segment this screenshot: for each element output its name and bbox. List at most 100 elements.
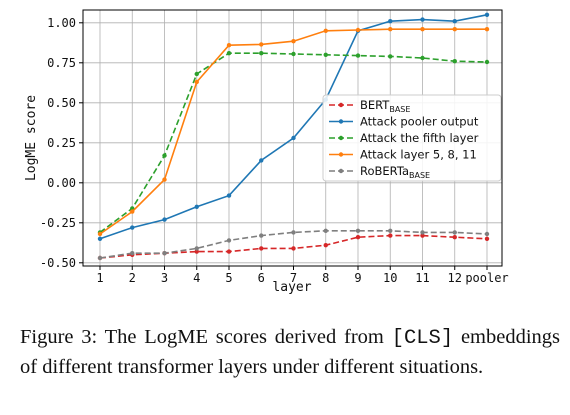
legend-marker xyxy=(338,168,344,174)
data-point xyxy=(291,230,296,235)
figure-caption: Figure 3: The LogME scores derived from … xyxy=(20,323,560,381)
data-point xyxy=(484,59,490,65)
y-tick-label: 0.25 xyxy=(47,136,76,150)
x-tick-label: 8 xyxy=(322,271,329,285)
data-point xyxy=(355,228,361,233)
legend-item: Attack the fifth layer xyxy=(329,131,479,145)
data-point xyxy=(162,217,167,222)
series-2 xyxy=(97,12,490,241)
legend-item: Attack pooler output xyxy=(329,115,479,129)
x-tick-label: 10 xyxy=(383,271,397,285)
data-point xyxy=(355,53,361,58)
data-point xyxy=(259,158,264,163)
legend-label: Attack layer 5, 8, 11 xyxy=(360,148,477,162)
plot-frame xyxy=(82,9,503,267)
data-point xyxy=(194,204,199,209)
data-point xyxy=(388,27,393,32)
data-point xyxy=(194,71,199,77)
data-point xyxy=(291,39,296,44)
caption-code: [CLS] xyxy=(391,327,454,350)
data-point xyxy=(388,19,393,24)
data-point xyxy=(226,51,232,56)
data-point xyxy=(452,235,457,240)
data-point xyxy=(259,42,264,47)
data-point xyxy=(452,59,457,64)
x-tick-label: 4 xyxy=(193,271,200,285)
y-tick-label: -0.50 xyxy=(40,256,76,270)
data-point xyxy=(194,249,199,254)
data-point xyxy=(388,228,393,233)
x-tick-label: 12 xyxy=(448,271,462,285)
data-point xyxy=(162,251,167,256)
legend-item: BERTBASE xyxy=(329,98,410,114)
legend-marker xyxy=(338,119,344,124)
series-3 xyxy=(97,51,490,235)
legend-label: RoBERTaBASE xyxy=(360,164,430,180)
legend-marker xyxy=(338,102,344,108)
data-point xyxy=(259,246,264,251)
legend-box xyxy=(322,94,502,182)
data-point xyxy=(420,230,425,235)
x-tick-label: 2 xyxy=(129,271,136,285)
x-tick-label: 11 xyxy=(415,271,429,285)
x-tick-label: 9 xyxy=(354,271,361,285)
data-point xyxy=(484,12,490,17)
data-point xyxy=(226,238,232,243)
data-point xyxy=(130,225,135,230)
data-point xyxy=(226,249,232,254)
legend-marker xyxy=(338,152,344,157)
legend-label: Attack pooler output xyxy=(360,115,479,129)
series-lines xyxy=(97,12,490,261)
data-point xyxy=(259,51,264,56)
data-point xyxy=(355,27,361,33)
data-point xyxy=(226,193,232,198)
data-point xyxy=(323,228,328,233)
x-tick-label: 7 xyxy=(290,271,297,285)
data-point xyxy=(420,17,425,22)
y-tick-label: 1.00 xyxy=(47,16,76,30)
data-point xyxy=(97,231,103,237)
y-axis-label: LogME score xyxy=(24,95,39,181)
data-point xyxy=(420,27,425,32)
data-point xyxy=(420,55,425,61)
data-point xyxy=(323,28,328,33)
x-tick-label: 3 xyxy=(161,271,168,285)
caption-label: Figure 3: xyxy=(20,326,98,348)
line-chart: 1 2 3 4 5 6 7 8 9 10 11 12 pooler-0.50-0.250.000.250… xyxy=(24,9,509,295)
data-point xyxy=(420,233,425,238)
series-4 xyxy=(97,27,490,237)
caption-text-before: The LogME scores derived from xyxy=(104,326,384,348)
data-point xyxy=(323,243,328,248)
data-point xyxy=(388,54,393,59)
data-point xyxy=(452,27,457,32)
data-point xyxy=(388,233,393,238)
data-point xyxy=(226,43,232,48)
legend-label: Attack the fifth layer xyxy=(360,131,479,145)
y-tick-label: 0.75 xyxy=(47,56,76,70)
data-point xyxy=(162,153,167,158)
legend-label: BERTBASE xyxy=(360,98,410,114)
data-point xyxy=(452,230,457,235)
series-5 xyxy=(97,228,490,261)
data-point xyxy=(130,251,135,256)
x-tick-label: 6 xyxy=(258,271,265,285)
data-point xyxy=(355,235,361,240)
legend-item: RoBERTaBASE xyxy=(329,164,430,180)
caption-text-after: embeddings of different transformer laye… xyxy=(20,326,561,378)
data-point xyxy=(452,19,457,24)
data-point xyxy=(130,209,135,214)
legend-item: Attack layer 5, 8, 11 xyxy=(329,148,477,162)
data-point xyxy=(194,79,199,85)
data-point xyxy=(259,233,264,238)
data-point xyxy=(194,246,199,251)
data-point xyxy=(97,255,103,261)
data-point xyxy=(291,51,296,57)
data-point xyxy=(484,236,490,241)
x-tick-label: pooler xyxy=(465,271,508,285)
x-tick-label: 1 xyxy=(96,271,103,285)
axes: 1 2 3 4 5 6 7 8 9 10 11 12 pooler-0.50-0.250.000.250… xyxy=(40,16,509,285)
y-tick-label: 0.00 xyxy=(47,176,76,190)
data-point xyxy=(484,231,490,237)
legend-marker xyxy=(338,135,344,141)
